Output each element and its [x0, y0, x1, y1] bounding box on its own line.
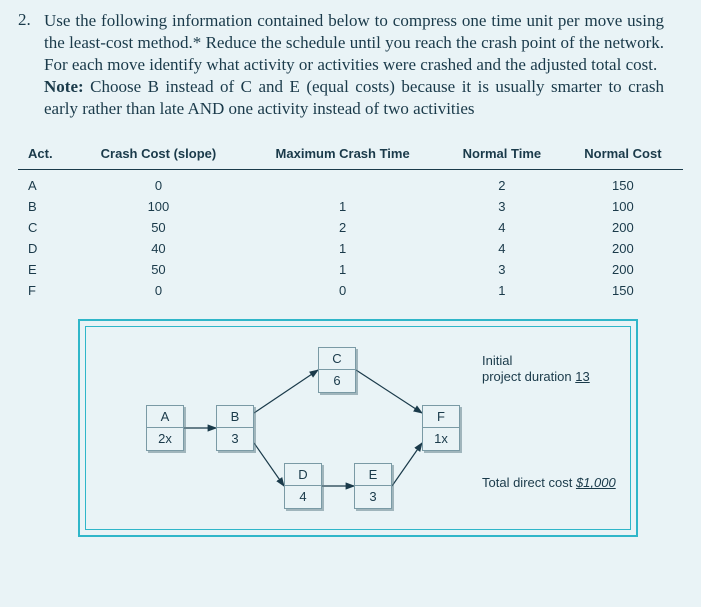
table-body: A02150B10013100C5024200D4014200E5013200F… [18, 170, 683, 302]
note-label: Note: [44, 77, 84, 96]
cell-normcost: 100 [563, 196, 683, 217]
cell-slope: 50 [73, 217, 245, 238]
node-C: C6 [318, 347, 356, 393]
table-row: A0 2150 [18, 170, 683, 197]
edge-B-C [254, 370, 318, 413]
cell-normtime: 3 [441, 196, 563, 217]
node-value: 1x [423, 428, 459, 450]
cell-slope: 40 [73, 238, 245, 259]
initial-label: Initial [482, 353, 512, 368]
col-normtime: Normal Time [441, 138, 563, 170]
cell-normcost: 200 [563, 238, 683, 259]
diagram-frame-inner: Initial project duration 13 Total direct… [85, 326, 631, 530]
node-F: F1x [422, 405, 460, 451]
col-slope: Crash Cost (slope) [73, 138, 245, 170]
node-value: 6 [319, 370, 355, 392]
table-row: D4014200 [18, 238, 683, 259]
cell-maxcrash: 2 [244, 217, 441, 238]
node-value: 2x [147, 428, 183, 450]
cell-normtime: 1 [441, 280, 563, 301]
cell-act: F [18, 280, 73, 301]
cell-maxcrash: 1 [244, 196, 441, 217]
node-label: A [147, 406, 183, 428]
cell-maxcrash: 0 [244, 280, 441, 301]
cell-act: D [18, 238, 73, 259]
table-header-row: Act. Crash Cost (slope) Maximum Crash Ti… [18, 138, 683, 170]
cell-act: E [18, 259, 73, 280]
cell-normcost: 150 [563, 170, 683, 197]
note-text: Choose B instead of C and E (equal costs… [44, 77, 664, 118]
table-row: E5013200 [18, 259, 683, 280]
cell-slope: 0 [73, 280, 245, 301]
duration-value: 13 [575, 369, 589, 384]
cost-value: $1,000 [576, 475, 616, 490]
node-B: B3 [216, 405, 254, 451]
cell-maxcrash: 1 [244, 259, 441, 280]
node-label: B [217, 406, 253, 428]
cell-maxcrash: 1 [244, 238, 441, 259]
crash-table-wrap: Act. Crash Cost (slope) Maximum Crash Ti… [18, 138, 683, 301]
node-D: D4 [284, 463, 322, 509]
node-A: A2x [146, 405, 184, 451]
node-E: E3 [354, 463, 392, 509]
cell-maxcrash [244, 170, 441, 197]
node-value: 4 [285, 486, 321, 508]
cell-normcost: 150 [563, 280, 683, 301]
node-label: D [285, 464, 321, 486]
crash-table: Act. Crash Cost (slope) Maximum Crash Ti… [18, 138, 683, 301]
col-maxcrash: Maximum Crash Time [244, 138, 441, 170]
cost-label: Total direct cost [482, 475, 572, 490]
cell-slope: 0 [73, 170, 245, 197]
duration-label: project duration [482, 369, 572, 384]
table-row: C5024200 [18, 217, 683, 238]
cell-normtime: 3 [441, 259, 563, 280]
cell-act: B [18, 196, 73, 217]
cost-line: Total direct cost $1,000 [482, 475, 616, 490]
cell-slope: 50 [73, 259, 245, 280]
cell-normcost: 200 [563, 259, 683, 280]
question-text: Use the following information contained … [44, 11, 664, 74]
cell-slope: 100 [73, 196, 245, 217]
question-number: 2. [18, 10, 40, 30]
cell-normcost: 200 [563, 217, 683, 238]
diagram-frame-outer: Initial project duration 13 Total direct… [78, 319, 638, 537]
cell-act: C [18, 217, 73, 238]
cell-normtime: 4 [441, 217, 563, 238]
question-body: Use the following information contained … [44, 10, 664, 120]
node-value: 3 [355, 486, 391, 508]
page-root: 2. Use the following information contain… [0, 0, 701, 547]
table-row: F001150 [18, 280, 683, 301]
node-label: E [355, 464, 391, 486]
edge-C-F [356, 370, 422, 413]
col-normcost: Normal Cost [563, 138, 683, 170]
node-label: C [319, 348, 355, 370]
cell-act: A [18, 170, 73, 197]
question-block: 2. Use the following information contain… [18, 10, 671, 120]
duration-line: project duration 13 [482, 369, 590, 384]
node-label: F [423, 406, 459, 428]
table-row: B10013100 [18, 196, 683, 217]
col-act: Act. [18, 138, 73, 170]
edge-E-F [392, 443, 422, 486]
node-value: 3 [217, 428, 253, 450]
cell-normtime: 4 [441, 238, 563, 259]
edge-B-D [254, 443, 284, 486]
cell-normtime: 2 [441, 170, 563, 197]
